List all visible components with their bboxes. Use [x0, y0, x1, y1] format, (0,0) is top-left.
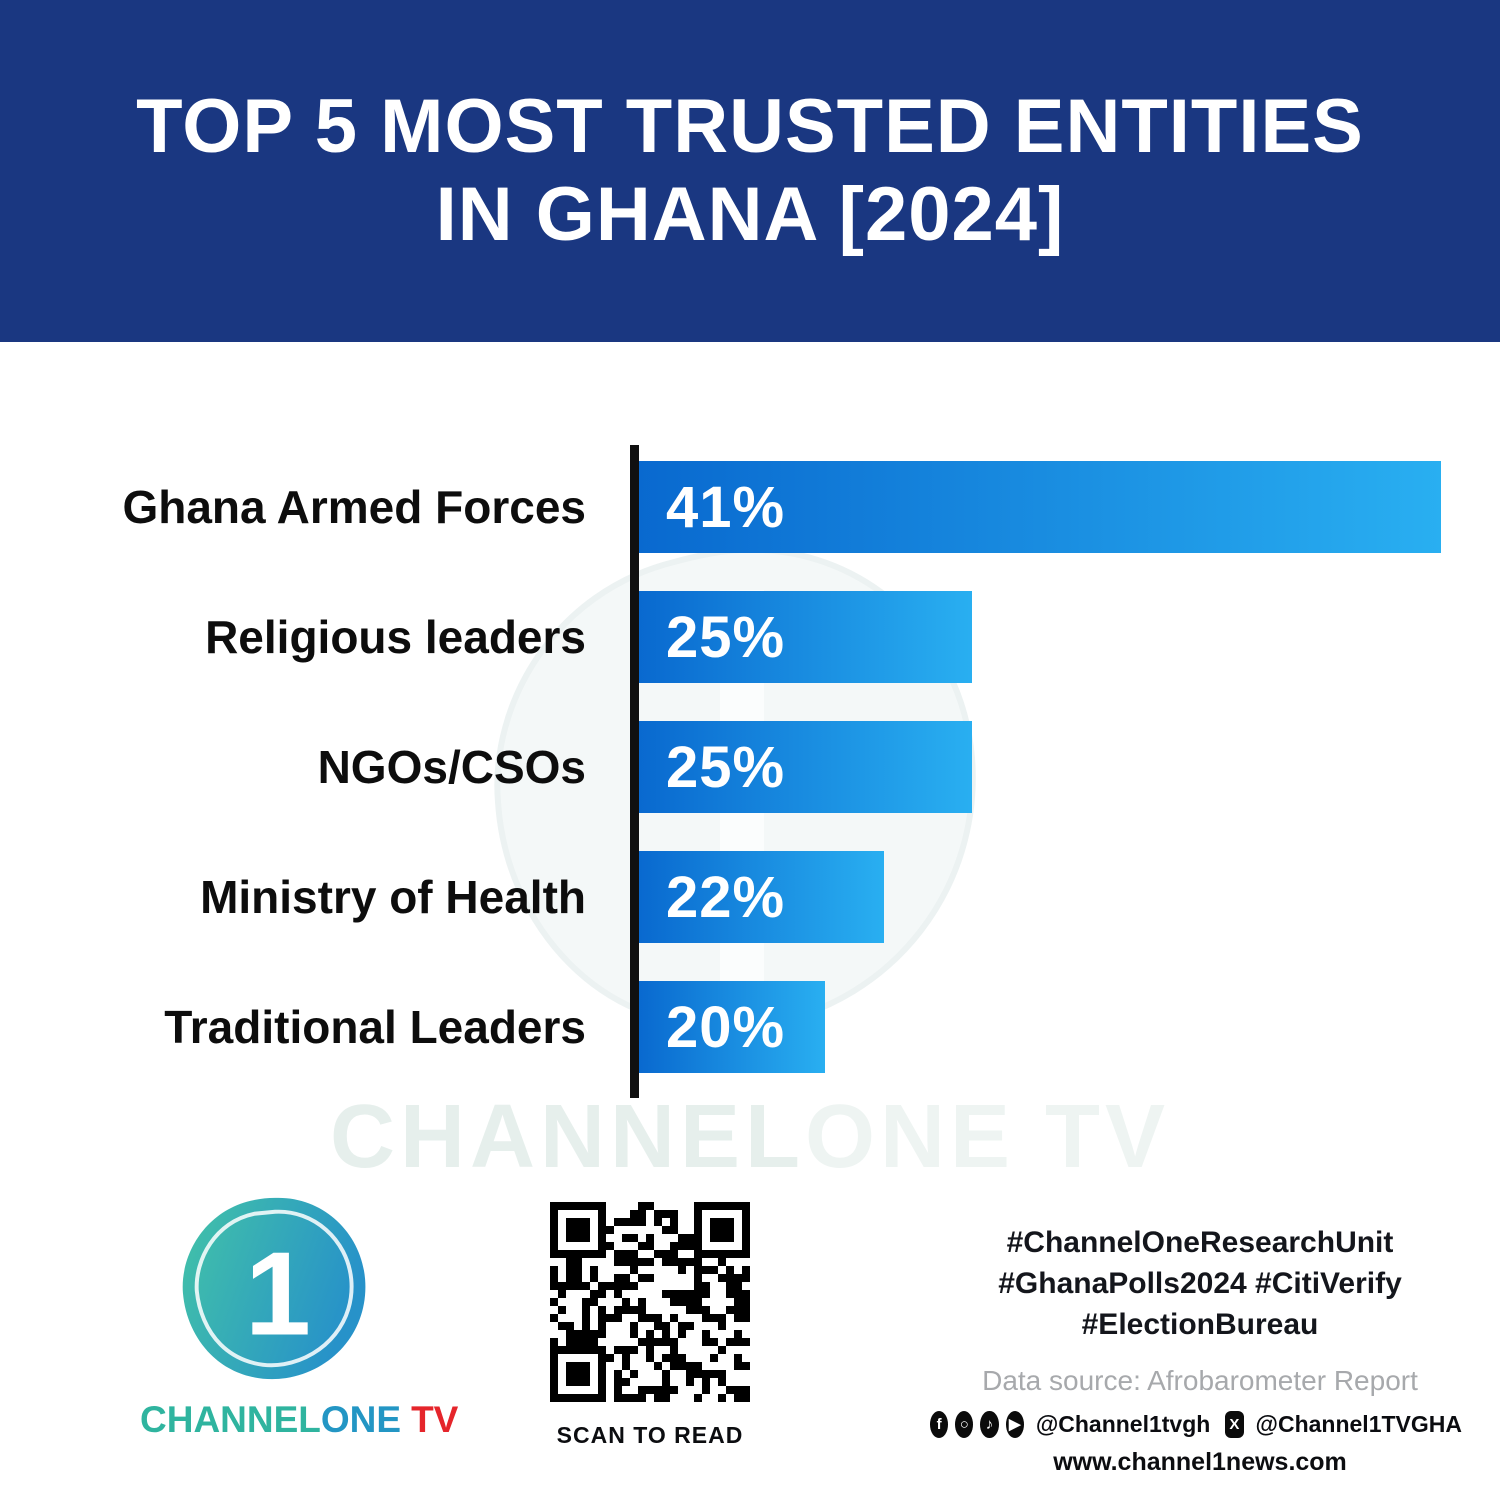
qr-code [550, 1202, 750, 1402]
hashtags-line-1: #ChannelOneResearchUnit [1006, 1226, 1394, 1259]
watermark-part-2: ONE TV [804, 1087, 1171, 1187]
social-handle-2: @Channel1TVGHA [1255, 1411, 1462, 1437]
category-label-ngos-csos: NGOs/CSOs [317, 741, 586, 793]
channel-one-logo-block: 1 CHANNELONE TV [140, 1190, 458, 1441]
category-label-traditional-leaders: Traditional Leaders [164, 1001, 586, 1053]
qr-block: SCAN TO READ [547, 1202, 753, 1449]
hashtags-line-2: #GhanaPolls2024 #CitiVerify [998, 1267, 1402, 1300]
facebook-icon: f [930, 1411, 949, 1438]
chart-row: Ghana Armed Forces 41% [0, 461, 1500, 553]
website-url: www.channel1news.com [1053, 1448, 1347, 1476]
hashtags-line-3: #ElectionBureau [1081, 1308, 1319, 1341]
wordmark-one: ONE [320, 1399, 402, 1440]
bar-value-label: 22% [666, 864, 786, 930]
chart-row: Ministry of Health 22% [0, 851, 1500, 943]
bar-chart: Ghana Armed Forces 41% Religious leaders… [0, 445, 1500, 1111]
category-label-religious-leaders: Religious leaders [205, 611, 586, 663]
chart-axis [630, 445, 639, 1098]
youtube-icon: ▶ [1005, 1411, 1024, 1438]
instagram-icon: ○ [955, 1411, 974, 1438]
bar-traditional-leaders: 20% [639, 981, 825, 1073]
data-source-text: Data source: Afrobarometer Report [982, 1365, 1418, 1396]
bar-value-label: 41% [666, 474, 786, 540]
bar-value-label: 20% [666, 994, 786, 1060]
bar-value-label: 25% [666, 734, 786, 800]
bar-value-label: 25% [666, 604, 786, 670]
wordmark-channel: CHANNEL [140, 1399, 321, 1440]
page-title-line-1: TOP 5 MOST TRUSTED ENTITIES [136, 83, 1364, 169]
chart-row: Traditional Leaders 20% [0, 981, 1500, 1073]
bar-ghana-armed-forces: 41% [639, 461, 1441, 553]
footer-info-block: #ChannelOneResearchUnit #GhanaPolls2024 … [930, 1222, 1470, 1477]
x-icon: X [1225, 1411, 1244, 1438]
chart-row: NGOs/CSOs 25% [0, 721, 1500, 813]
page-title-line-2: IN GHANA [2024] [435, 172, 1065, 257]
qr-caption: SCAN TO READ [556, 1422, 744, 1448]
bar-religious-leaders: 25% [639, 591, 972, 683]
channel-one-wordmark: CHANNELONE TV [140, 1399, 458, 1441]
logo-digit: 1 [245, 1228, 311, 1361]
social-handle-1: @Channel1tvgh [1035, 1411, 1211, 1437]
social-row: f ○ ♪ ▶ @Channel1tvgh X @Channel1TVGHA [930, 1411, 1470, 1438]
channel-one-logo-icon: 1 [182, 1197, 366, 1380]
bar-ngos-csos: 25% [639, 721, 972, 813]
bar-ministry-of-health: 22% [639, 851, 884, 943]
tiktok-icon: ♪ [980, 1411, 999, 1438]
category-label-ghana-armed-forces: Ghana Armed Forces [122, 481, 586, 533]
wordmark-tv: TV [411, 1399, 459, 1440]
category-label-ministry-of-health: Ministry of Health [200, 871, 586, 923]
chart-row: Religious leaders 25% [0, 591, 1500, 683]
header-band: TOP 5 MOST TRUSTED ENTITIES IN GHANA [20… [0, 0, 1500, 342]
watermark-part-1: CHANNEL [329, 1087, 805, 1187]
channel-one-watermark: CHANNELONE TV [0, 1086, 1500, 1189]
